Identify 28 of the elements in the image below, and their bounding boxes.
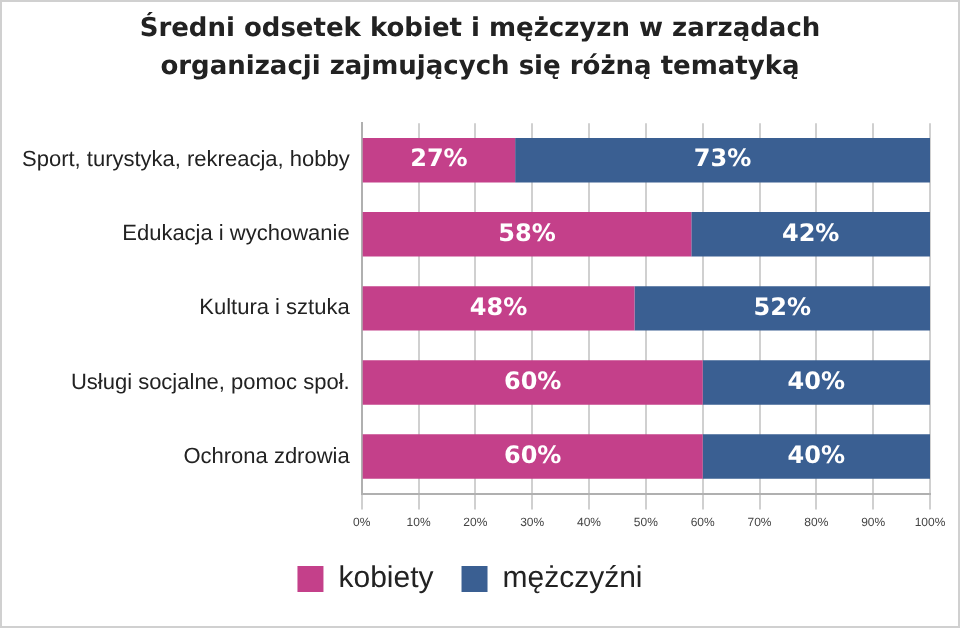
y-tick-label: Edukacja i wychowanie xyxy=(122,222,350,247)
bar xyxy=(362,212,692,257)
data-label: 40% xyxy=(787,366,846,395)
data-label: 58% xyxy=(498,218,556,247)
bar xyxy=(691,212,930,257)
data-label: 73% xyxy=(693,144,752,173)
bar xyxy=(702,360,930,405)
legend-label: kobiety xyxy=(338,561,435,596)
bar xyxy=(362,138,516,183)
data-label: 60% xyxy=(503,440,562,469)
bar xyxy=(702,434,930,479)
chart-title: Średni odsetek kobiet i mężczyzn w zarządach organizacji zajmujących się różną tematyką xyxy=(137,10,823,86)
bar xyxy=(362,286,635,331)
bar xyxy=(634,286,930,331)
y-tick-label: Usługi socjalne, pomoc społ. xyxy=(70,370,350,395)
bar xyxy=(362,360,703,405)
data-label: 60% xyxy=(503,366,562,395)
bar xyxy=(515,138,930,183)
bar xyxy=(362,434,703,479)
data-label: 42% xyxy=(781,218,840,247)
legend-label: mężczyźni xyxy=(502,561,643,596)
y-tick-label: Ochrona zdrowia xyxy=(183,444,352,469)
data-label: 48% xyxy=(469,292,528,321)
y-tick-label: Kultura i sztuka xyxy=(199,296,352,321)
data-label: 52% xyxy=(753,292,811,321)
data-label: 27% xyxy=(410,144,468,173)
data-label: 40% xyxy=(787,440,846,469)
y-tick-label: Sport, turystyka, rekreacja, hobby xyxy=(21,148,351,173)
